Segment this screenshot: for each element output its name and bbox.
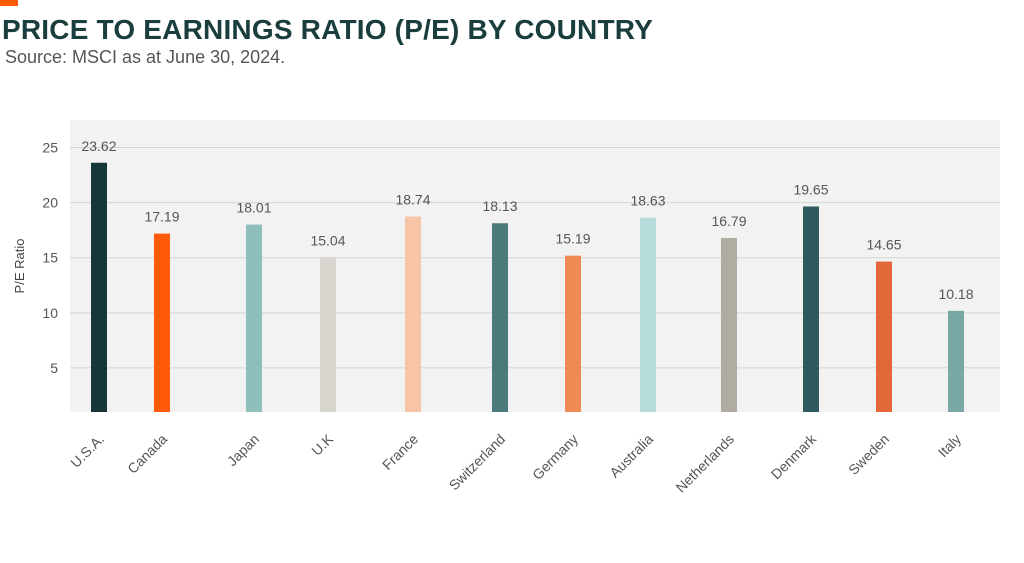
x-tick-label: Switzerland <box>446 431 508 493</box>
x-tick-label: France <box>379 431 421 473</box>
y-tick-label: 15 <box>42 250 58 266</box>
bar-japan <box>246 224 262 412</box>
data-label: 18.13 <box>482 198 517 214</box>
data-label: 18.01 <box>236 200 271 216</box>
x-tick-label: Japan <box>224 431 262 469</box>
data-labels: 23.62 17.19 18.01 15.04 18.74 18.13 15.19 18.63… <box>81 138 973 302</box>
y-tick-label: 20 <box>42 195 58 211</box>
chart-subtitle: Source: MSCI as at June 30, 2024. <box>5 47 286 67</box>
bar-canada <box>154 233 170 412</box>
y-axis-label: P/E Ratio <box>12 239 27 294</box>
data-label: 15.19 <box>555 231 590 247</box>
data-label: 10.18 <box>938 286 973 302</box>
bar-sweden <box>876 261 892 412</box>
bar-switzerland <box>492 223 508 412</box>
data-label: 19.65 <box>793 181 828 197</box>
title-accent-bar <box>0 0 18 6</box>
x-tick-label: Australia <box>606 431 656 481</box>
x-tick-label: U.K <box>308 430 336 458</box>
data-label: 16.79 <box>711 213 746 229</box>
bar-italy <box>948 310 964 412</box>
gridlines <box>70 147 1000 369</box>
data-label: 15.04 <box>310 232 345 248</box>
data-label: 23.62 <box>81 138 116 154</box>
chart-title: PRICE TO EARNINGS RATIO (P/E) BY COUNTRY <box>2 14 654 45</box>
x-tick-label: Denmark <box>768 430 820 482</box>
x-tick-label: Canada <box>124 431 170 477</box>
bar-denmark <box>803 206 819 412</box>
x-tick-label: Netherlands <box>672 431 737 496</box>
x-axis-ticks: U.S.A. Canada Japan U.K France Switzerland Ger… <box>67 430 964 495</box>
bar-usa <box>91 162 107 412</box>
y-tick-label: 5 <box>50 360 58 376</box>
bar-netherlands <box>721 238 737 412</box>
data-label: 18.63 <box>630 193 665 209</box>
y-axis-ticks: 5 10 15 20 25 <box>42 140 58 376</box>
bar-australia <box>640 217 656 412</box>
y-tick-label: 25 <box>42 140 58 156</box>
bars <box>91 162 964 412</box>
bar-france <box>405 216 421 412</box>
x-tick-label: Sweden <box>845 431 892 478</box>
x-tick-label: Germany <box>529 431 581 483</box>
bar-germany <box>565 255 581 412</box>
data-label: 18.74 <box>395 192 430 208</box>
plot-area <box>70 120 1000 412</box>
x-tick-label: U.S.A. <box>67 431 107 471</box>
data-label: 14.65 <box>866 237 901 253</box>
data-label: 17.19 <box>144 209 179 225</box>
x-tick-label: Italy <box>935 431 964 460</box>
bar-uk <box>320 257 336 412</box>
y-tick-label: 10 <box>42 305 58 321</box>
